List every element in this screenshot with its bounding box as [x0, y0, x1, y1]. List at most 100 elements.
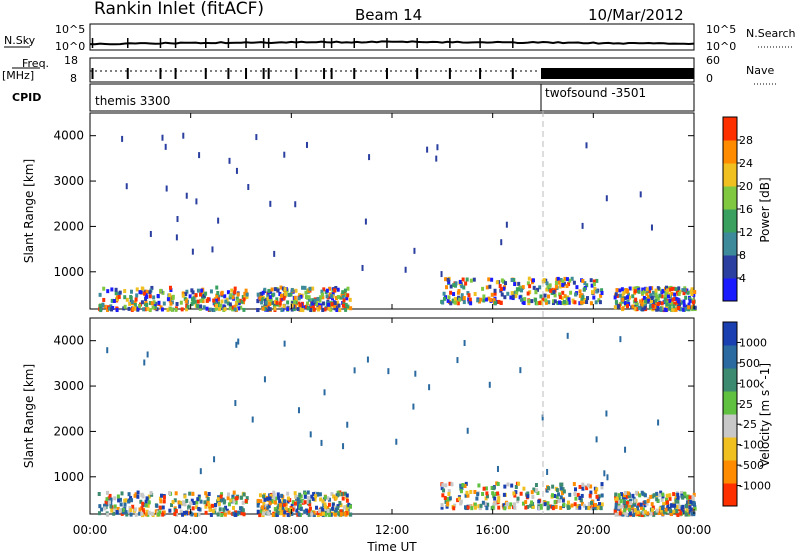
range-time-cell	[583, 281, 587, 286]
range-time-cell	[303, 500, 307, 505]
range-time-cell	[271, 293, 275, 298]
colorbar-tick-label: -500	[739, 459, 764, 472]
range-time-cell	[670, 291, 674, 296]
range-time-cell	[600, 485, 604, 490]
range-time-cell	[353, 367, 356, 374]
range-time-cell	[531, 504, 535, 509]
range-time-cell	[683, 288, 687, 293]
range-time-cell	[660, 301, 664, 306]
range-time-cell	[136, 490, 140, 495]
range-time-cell	[323, 495, 327, 500]
range-time-cell	[238, 298, 242, 303]
range-time-cell	[279, 297, 283, 302]
range-time-cell	[543, 293, 547, 298]
range-time-cell	[552, 299, 556, 304]
range-time-cell	[544, 300, 548, 305]
range-time-cell	[108, 493, 112, 498]
range-time-cell	[157, 300, 161, 305]
range-time-cell	[618, 508, 622, 513]
range-time-cell	[546, 468, 549, 475]
range-time-cell	[672, 509, 676, 514]
range-time-cell	[589, 484, 593, 489]
range-time-cell	[546, 501, 550, 506]
range-time-cell	[581, 482, 585, 487]
nave-label: Nave	[746, 64, 774, 77]
range-time-cell	[656, 304, 660, 309]
range-time-cell	[330, 492, 334, 497]
colorbar-segment	[723, 232, 737, 256]
range-time-cell	[341, 303, 345, 308]
range-time-cell	[233, 304, 237, 309]
range-time-cell	[339, 295, 343, 300]
range-time-cell	[275, 509, 279, 514]
range-time-cell	[479, 297, 483, 302]
range-time-cell	[181, 291, 185, 296]
range-time-cell	[303, 492, 307, 497]
range-time-cell	[651, 290, 655, 295]
range-time-cell	[651, 511, 655, 516]
range-time-cell	[460, 293, 464, 298]
range-time-cell	[663, 297, 667, 302]
range-time-cell	[286, 491, 290, 496]
range-time-cell	[665, 300, 669, 305]
freq-tick-bottom: 8	[70, 72, 77, 85]
range-time-cell	[519, 367, 522, 374]
range-time-cell	[256, 503, 260, 508]
range-time-cell	[271, 513, 275, 518]
range-time-cell	[334, 285, 338, 290]
range-time-cell	[295, 508, 299, 513]
range-time-cell	[159, 499, 163, 504]
range-time-cell	[513, 282, 517, 287]
range-time-cell	[464, 281, 468, 286]
range-time-cell	[185, 498, 189, 503]
range-time-cell	[618, 288, 622, 293]
range-time-cell	[231, 295, 235, 300]
range-time-cell	[495, 280, 499, 285]
range-time-cell	[633, 498, 637, 503]
range-time-cell	[473, 505, 477, 510]
range-time-cell	[679, 307, 683, 312]
range-time-cell	[220, 290, 224, 295]
range-time-cell	[589, 301, 593, 306]
range-time-cell	[634, 297, 638, 302]
range-time-cell	[465, 490, 469, 495]
range-time-cell	[634, 286, 638, 291]
range-time-cell	[621, 299, 625, 304]
range-time-cell	[286, 499, 290, 504]
range-time-cell	[668, 299, 672, 304]
range-time-cell	[642, 510, 646, 515]
range-time-cell	[284, 506, 288, 511]
range-time-cell	[349, 504, 353, 509]
range-time-cell	[146, 306, 150, 311]
range-time-cell	[561, 279, 565, 284]
range-time-cell	[670, 301, 674, 306]
range-time-cell	[681, 495, 685, 500]
range-time-cell	[146, 512, 150, 517]
range-time-cell	[181, 512, 185, 517]
range-time-cell	[191, 248, 194, 255]
range-time-cell	[472, 277, 476, 282]
range-time-cell	[291, 301, 295, 306]
range-time-cell	[621, 297, 625, 302]
range-time-cell	[688, 495, 692, 500]
range-time-cell	[674, 307, 678, 312]
range-time-cell	[555, 488, 559, 493]
range-time-cell	[304, 304, 308, 309]
range-time-cell	[197, 494, 201, 499]
range-time-cell	[487, 277, 491, 282]
range-time-cell	[452, 292, 456, 297]
range-time-cell	[681, 509, 685, 514]
range-time-cell	[98, 504, 102, 509]
range-time-cell	[232, 490, 236, 495]
range-time-cell	[212, 298, 216, 303]
range-time-cell	[667, 302, 671, 307]
range-time-cell	[343, 511, 347, 516]
y-tick-label: 1000	[53, 265, 84, 279]
range-time-cell	[512, 502, 516, 507]
range-time-cell	[552, 290, 556, 295]
range-time-cell	[646, 511, 650, 516]
range-time-cell	[148, 301, 152, 306]
range-time-cell	[228, 306, 232, 311]
range-time-cell	[280, 308, 284, 313]
